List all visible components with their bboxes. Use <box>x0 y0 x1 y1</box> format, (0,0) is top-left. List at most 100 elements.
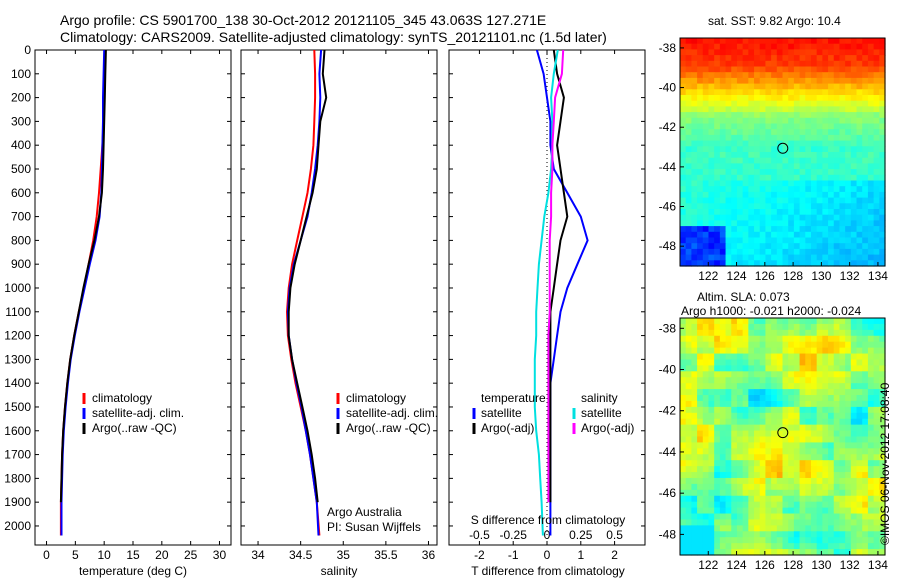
y-tick-label: 900 <box>11 257 31 271</box>
plot-frame <box>240 49 438 546</box>
y-tick-label: 1200 <box>4 329 31 343</box>
s-tick-label: 0.25 <box>569 528 593 542</box>
y-tick-label: 700 <box>11 210 31 224</box>
y-tick-label: -44 <box>659 160 677 174</box>
y-tick-label: -42 <box>659 404 677 418</box>
plot-frame <box>34 49 232 546</box>
x-tick-label: 20 <box>155 548 169 562</box>
sla-map: 122 124 126 128 130 132 134 -38 -40 -42 -44 -46 -48 <box>659 317 888 572</box>
y-tick-label: -48 <box>659 239 677 253</box>
title-line-1: Argo profile: CS 5901700_138 30-Oct-2012… <box>60 12 547 28</box>
legend-label: satellite <box>481 406 522 420</box>
x-tick-label: 122 <box>698 269 718 283</box>
y-tick-label: 1800 <box>4 471 31 485</box>
x-tick-label: 126 <box>755 269 775 283</box>
x-tick-label: 35 <box>337 548 351 562</box>
legend-label: Argo(-adj) <box>581 421 634 435</box>
legend-label: Argo(..raw -QC) <box>92 421 177 435</box>
x-tick-label: 1 <box>577 548 584 562</box>
map-frame <box>679 317 886 556</box>
legend-label: satellite-adj. clim. <box>92 406 184 420</box>
y-tick-label: 1900 <box>4 495 31 509</box>
x-tick-label: 15 <box>126 548 140 562</box>
y-tick-label: -38 <box>659 321 677 335</box>
x-tick-label: 128 <box>783 558 803 572</box>
x-tick-label: 34.5 <box>289 548 313 562</box>
y-tick-label: 300 <box>11 114 31 128</box>
x-tick-label: 34 <box>251 548 265 562</box>
y-tick-label: 1500 <box>4 400 31 414</box>
y-tick-label: -38 <box>659 41 677 55</box>
x-tick-label: 124 <box>727 269 747 283</box>
y-tick-label: 1300 <box>4 352 31 366</box>
x-tick-label: 130 <box>811 269 831 283</box>
y-tick-label: 100 <box>11 67 31 81</box>
x-tick-label: 122 <box>698 558 718 572</box>
x-tick-label: 36 <box>422 548 436 562</box>
y-tick-label: 1700 <box>4 448 31 462</box>
y-tick-label: 1100 <box>5 305 31 319</box>
salinity-profile-chart: 34 34.5 35 35.5 36 climatologysatellite-adj.… <box>240 49 438 578</box>
x-tick-label: 35.5 <box>374 548 398 562</box>
x-tick-label: 134 <box>868 269 888 283</box>
sla-map-title-line-1: Altim. SLA: 0.073 <box>697 290 790 304</box>
legend-label: satellite-adj. clim. <box>346 406 438 420</box>
series-line-2 <box>287 49 328 503</box>
legend-label: Argo(..raw -QC) <box>346 421 431 435</box>
x-tick-label: -2 <box>474 548 485 562</box>
legend-heading: salinity <box>581 391 618 405</box>
s-tick-label: -0.5 <box>469 528 490 542</box>
annotation-argo-australia: Argo Australia <box>327 505 402 519</box>
temperature-profile-chart: 0 100 200 300 400 500 600 700 800 900 1000 1100 1200… <box>4 43 232 578</box>
x-tick-label: 124 <box>727 558 747 572</box>
x-tick-label: 132 <box>840 269 860 283</box>
y-tick-label: 800 <box>11 233 31 247</box>
y-tick-label: -46 <box>659 486 677 500</box>
legend-label: Argo(-adj) <box>481 421 534 435</box>
series-line-2 <box>59 49 107 503</box>
s-tick-label: -0.25 <box>500 528 528 542</box>
x-tick-label: 128 <box>783 269 803 283</box>
sla-map-title-line-2: Argo h1000: -0.021 h2000: -0.024 <box>681 304 862 318</box>
argo-location-marker <box>777 427 789 439</box>
x-tick-label: 10 <box>97 548 111 562</box>
x-tick-label: 30 <box>213 548 227 562</box>
diff-series-line-3 <box>547 49 565 503</box>
x-tick-label: 0 <box>544 548 551 562</box>
y-tick-label: -48 <box>659 527 677 541</box>
y-tick-label: -44 <box>659 445 677 459</box>
y-tick-label: 600 <box>11 186 31 200</box>
annotation-pi: PI: Susan Wijffels <box>327 520 421 534</box>
x-tick-label: 5 <box>72 548 79 562</box>
s-tick-label: 0.5 <box>606 528 623 542</box>
sst-map-title: sat. SST: 9.82 Argo: 10.4 <box>708 14 841 28</box>
legend-label: climatology <box>346 391 406 405</box>
argo-location-marker <box>777 142 789 154</box>
y-tick-label: 0 <box>24 43 31 57</box>
s-diff-axis-label: S difference from climatology <box>471 513 626 527</box>
x-axis-label: T difference from climatology <box>471 564 625 578</box>
imos-timestamp: ©IMOS 06-Nov-2012 17:08:40 <box>878 382 892 545</box>
s-tick-label: 0 <box>544 528 551 542</box>
legend-label: climatology <box>92 391 152 405</box>
x-axis-label: temperature (deg C) <box>79 564 187 578</box>
map-frame <box>679 37 886 267</box>
y-tick-label: 1000 <box>4 281 31 295</box>
legend-heading: temperature <box>481 391 546 405</box>
y-tick-label: 200 <box>11 91 31 105</box>
x-axis-label: salinity <box>321 564 358 578</box>
y-tick-label: 500 <box>11 162 31 176</box>
x-tick-label: 134 <box>868 558 888 572</box>
x-tick-label: 25 <box>184 548 198 562</box>
y-tick-label: 1400 <box>4 376 31 390</box>
diff-series-line-1 <box>549 49 569 503</box>
y-tick-label: 2000 <box>4 519 31 533</box>
y-tick-label: -40 <box>659 363 677 377</box>
x-tick-label: 126 <box>755 558 775 572</box>
y-tick-label: -42 <box>659 120 677 134</box>
y-tick-label: 400 <box>11 138 31 152</box>
